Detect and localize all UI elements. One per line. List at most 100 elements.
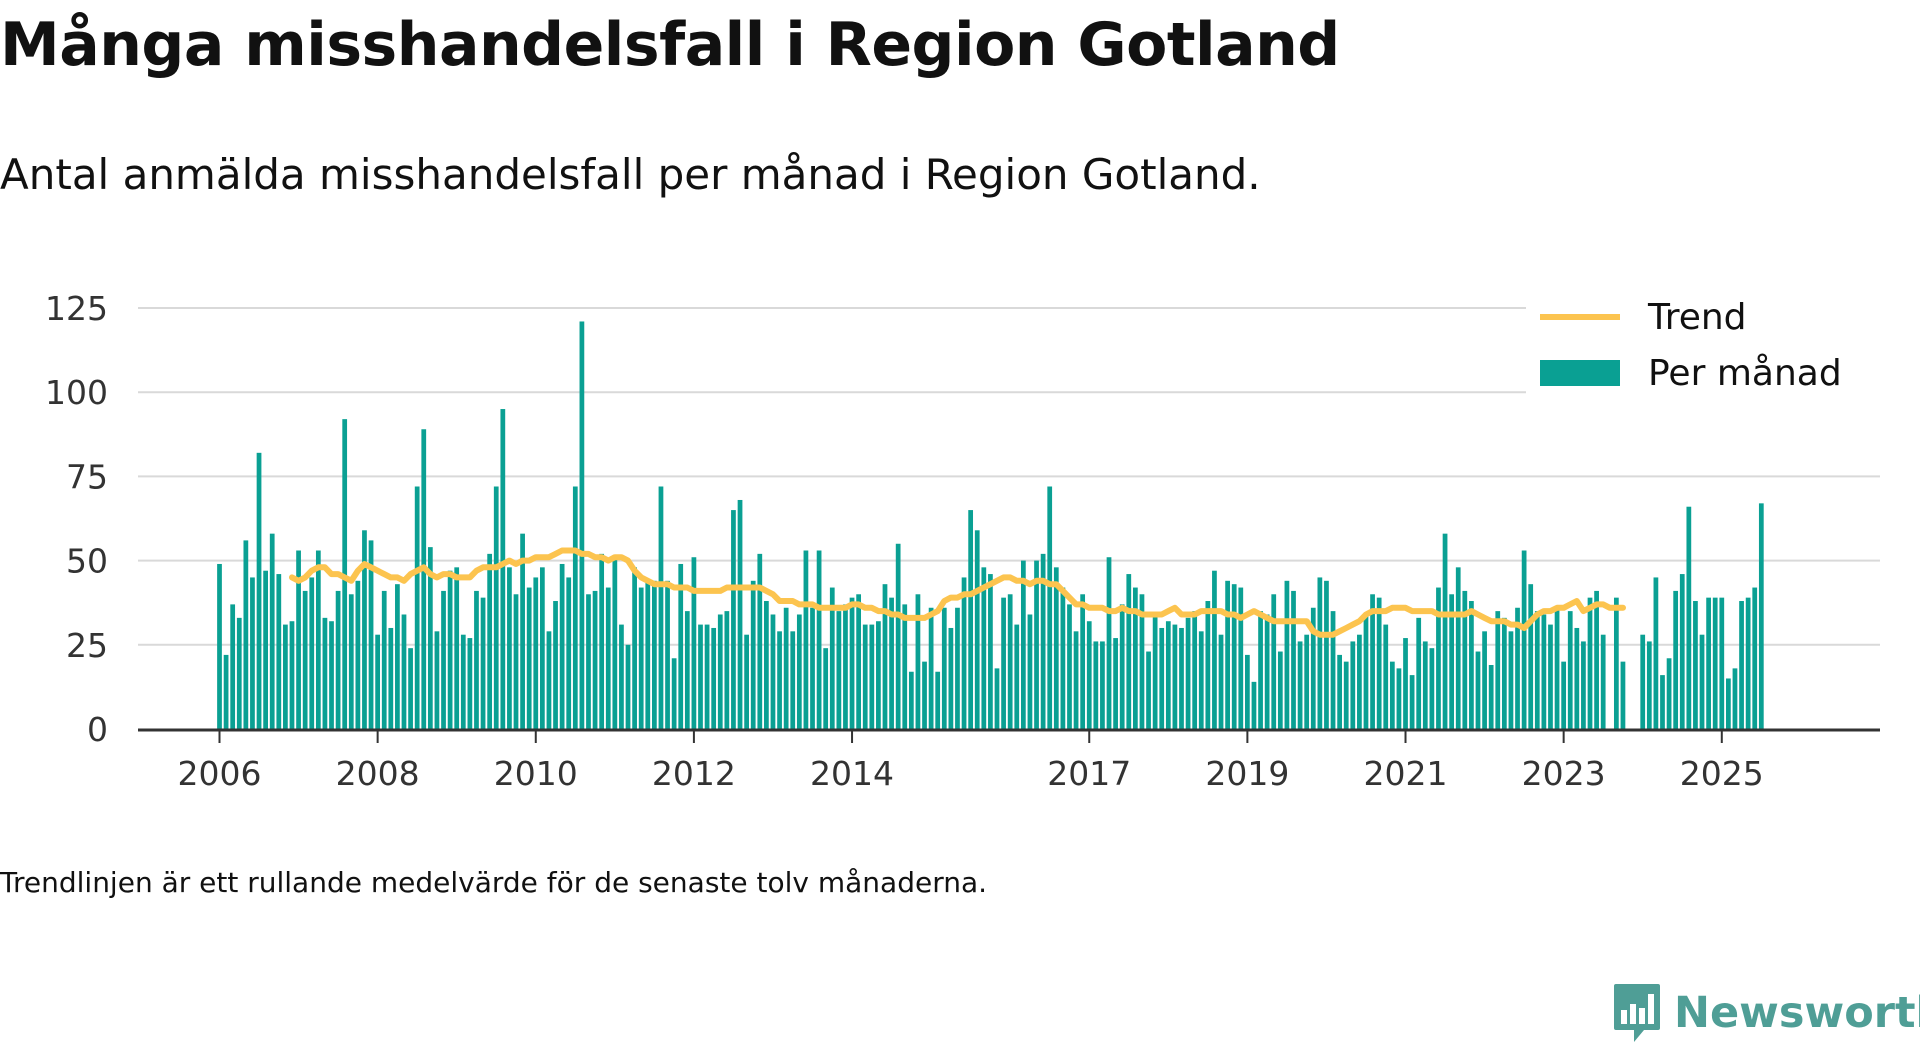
bar	[711, 627, 717, 729]
bar	[862, 624, 868, 729]
bar	[1205, 601, 1211, 729]
bar	[487, 553, 493, 729]
bar	[724, 611, 730, 729]
bar	[1442, 533, 1448, 729]
bar	[1330, 611, 1336, 729]
trend-line	[289, 547, 1626, 638]
bar	[829, 587, 835, 729]
newsworthy-logo-icon	[1614, 984, 1660, 1042]
bar	[1732, 668, 1738, 729]
bar	[276, 574, 282, 729]
bar	[790, 631, 796, 729]
bar	[1001, 597, 1006, 729]
bar	[856, 594, 862, 729]
bar	[1422, 641, 1428, 729]
bar	[1119, 604, 1125, 729]
bar	[1594, 590, 1599, 729]
bar	[1245, 654, 1250, 729]
bar	[401, 614, 407, 729]
bar	[770, 614, 776, 729]
bar	[1034, 560, 1039, 729]
bar	[902, 604, 908, 729]
bar	[836, 611, 842, 729]
bar	[1521, 550, 1527, 729]
bar	[994, 668, 1000, 729]
bar	[750, 580, 756, 729]
bar	[500, 409, 506, 729]
bar	[1620, 661, 1626, 729]
bar	[493, 486, 499, 729]
legend-bars-swatch	[1540, 360, 1620, 386]
bar	[414, 486, 420, 729]
bar	[434, 631, 440, 729]
bar	[737, 499, 743, 729]
brand-logo[interactable]: Newsworthy	[1612, 982, 1920, 1044]
bar	[362, 530, 367, 729]
bar	[1469, 601, 1474, 729]
bar	[1581, 641, 1586, 729]
bar	[1363, 614, 1369, 729]
bar	[625, 644, 631, 729]
chart-title: Många misshandelsfall i Region Gotland	[0, 10, 1340, 80]
bar	[1396, 668, 1402, 729]
bar	[638, 587, 644, 729]
bar	[1449, 594, 1455, 729]
bar	[612, 557, 618, 729]
x-axis-ticks: 2006 2008 2010 2012 2014 2017 2019 2021 2023 2025	[178, 731, 1764, 793]
bar	[302, 590, 308, 729]
bar	[335, 590, 341, 729]
bar	[948, 627, 954, 729]
bar	[1370, 594, 1375, 729]
legend: Trend Per månad	[1526, 297, 1880, 420]
bar	[1007, 594, 1013, 729]
bar	[1198, 631, 1204, 729]
bar	[961, 577, 967, 729]
bar	[408, 648, 413, 729]
bar	[1047, 486, 1053, 729]
bar	[1357, 634, 1362, 729]
bar	[1350, 641, 1356, 729]
bar	[474, 590, 479, 729]
bar	[553, 601, 558, 729]
bar	[447, 570, 453, 729]
bar	[1640, 634, 1646, 729]
bar	[955, 607, 960, 729]
y-tick-label: 50	[66, 542, 108, 581]
bar	[1752, 587, 1758, 729]
bar	[1324, 580, 1329, 729]
bar	[480, 597, 486, 729]
bar	[757, 553, 763, 729]
bar	[889, 597, 894, 729]
bar	[460, 634, 466, 729]
bar	[1660, 675, 1665, 729]
bar	[526, 587, 532, 729]
brand-name: Newsworthy	[1674, 988, 1920, 1038]
bar	[1482, 631, 1487, 729]
bar	[652, 580, 657, 729]
bar	[684, 611, 690, 729]
bar	[1146, 651, 1151, 729]
bar	[1304, 634, 1310, 729]
x-tick-label: 2021	[1364, 754, 1448, 793]
bar	[691, 557, 697, 729]
bar	[1495, 611, 1501, 729]
bar	[263, 570, 268, 729]
bar	[717, 614, 723, 729]
bar	[704, 624, 710, 729]
bar	[1179, 627, 1184, 729]
x-tick-label: 2025	[1680, 754, 1764, 793]
bar	[579, 321, 585, 729]
bar	[665, 580, 670, 729]
bar	[1159, 627, 1165, 729]
bar	[1745, 597, 1751, 729]
bar	[783, 607, 789, 729]
bar	[1706, 597, 1711, 729]
bar	[1686, 506, 1692, 729]
bar	[1343, 661, 1349, 729]
bar	[1093, 641, 1099, 729]
bar	[632, 567, 637, 729]
bar	[843, 604, 848, 729]
bar	[1567, 611, 1573, 729]
bar	[941, 607, 947, 729]
